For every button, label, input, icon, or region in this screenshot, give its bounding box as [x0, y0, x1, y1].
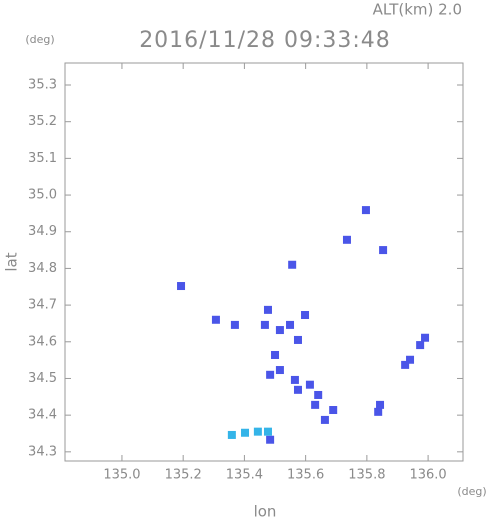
echo-point	[329, 406, 338, 415]
echo-point	[406, 355, 415, 364]
x-tick-label: 135.0	[103, 468, 140, 483]
x-tick-label: 135.4	[226, 468, 263, 483]
y-tick-label: 35.3	[28, 78, 57, 93]
x-tick-label: 136.0	[409, 468, 446, 483]
echo-point	[401, 360, 410, 369]
echo-point	[263, 305, 272, 314]
plot-frame	[64, 62, 464, 462]
y-tick-label: 34.6	[28, 334, 57, 349]
echo-point	[211, 315, 220, 324]
x-unit: (deg)	[457, 485, 486, 498]
echo-point	[290, 375, 299, 384]
chart-title: 2016/11/28 09:33:48	[139, 28, 391, 53]
echo-point	[230, 320, 239, 329]
echo-point	[288, 260, 297, 269]
x-tick-label: 135.8	[348, 468, 385, 483]
x-tick-label: 135.2	[165, 468, 202, 483]
echo-point	[227, 430, 236, 439]
echo-point	[275, 326, 284, 335]
y-tick-label: 34.4	[28, 408, 57, 423]
echo-point	[320, 415, 329, 424]
echo-point	[275, 366, 284, 375]
echo-point	[293, 385, 302, 394]
echo-point	[271, 350, 280, 359]
echo-point	[305, 380, 314, 389]
y-axis-label: lat	[3, 252, 21, 271]
y-tick-label: 34.5	[28, 371, 57, 386]
echo-point	[374, 407, 383, 416]
echo-point	[260, 320, 269, 329]
y-tick-label: 34.3	[28, 444, 57, 459]
echo-point	[266, 435, 275, 444]
echo-point	[421, 333, 430, 342]
altitude-label: ALT(km) 2.0	[373, 1, 462, 19]
echo-point	[311, 400, 320, 409]
echo-point	[376, 400, 385, 409]
x-axis-label: lon	[254, 503, 277, 521]
echo-point	[253, 427, 262, 436]
y-tick-label: 35.2	[28, 114, 57, 129]
echo-point	[379, 246, 388, 255]
echo-point	[263, 427, 272, 436]
echo-point	[361, 206, 370, 215]
echo-point	[342, 235, 351, 244]
echo-point	[286, 320, 295, 329]
x-tick-label: 135.6	[287, 468, 324, 483]
y-tick-label: 34.9	[28, 224, 57, 239]
echo-point	[177, 282, 186, 291]
echo-point	[293, 335, 302, 344]
y-tick-label: 34.7	[28, 298, 57, 313]
echo-point	[301, 311, 310, 320]
echo-point	[314, 390, 323, 399]
y-tick-label: 35.0	[28, 188, 57, 203]
y-tick-label: 34.8	[28, 261, 57, 276]
y-tick-label: 35.1	[28, 151, 57, 166]
echo-point	[416, 341, 425, 350]
echo-point	[266, 370, 275, 379]
y-unit: (deg)	[25, 33, 54, 46]
echo-point	[241, 428, 250, 437]
